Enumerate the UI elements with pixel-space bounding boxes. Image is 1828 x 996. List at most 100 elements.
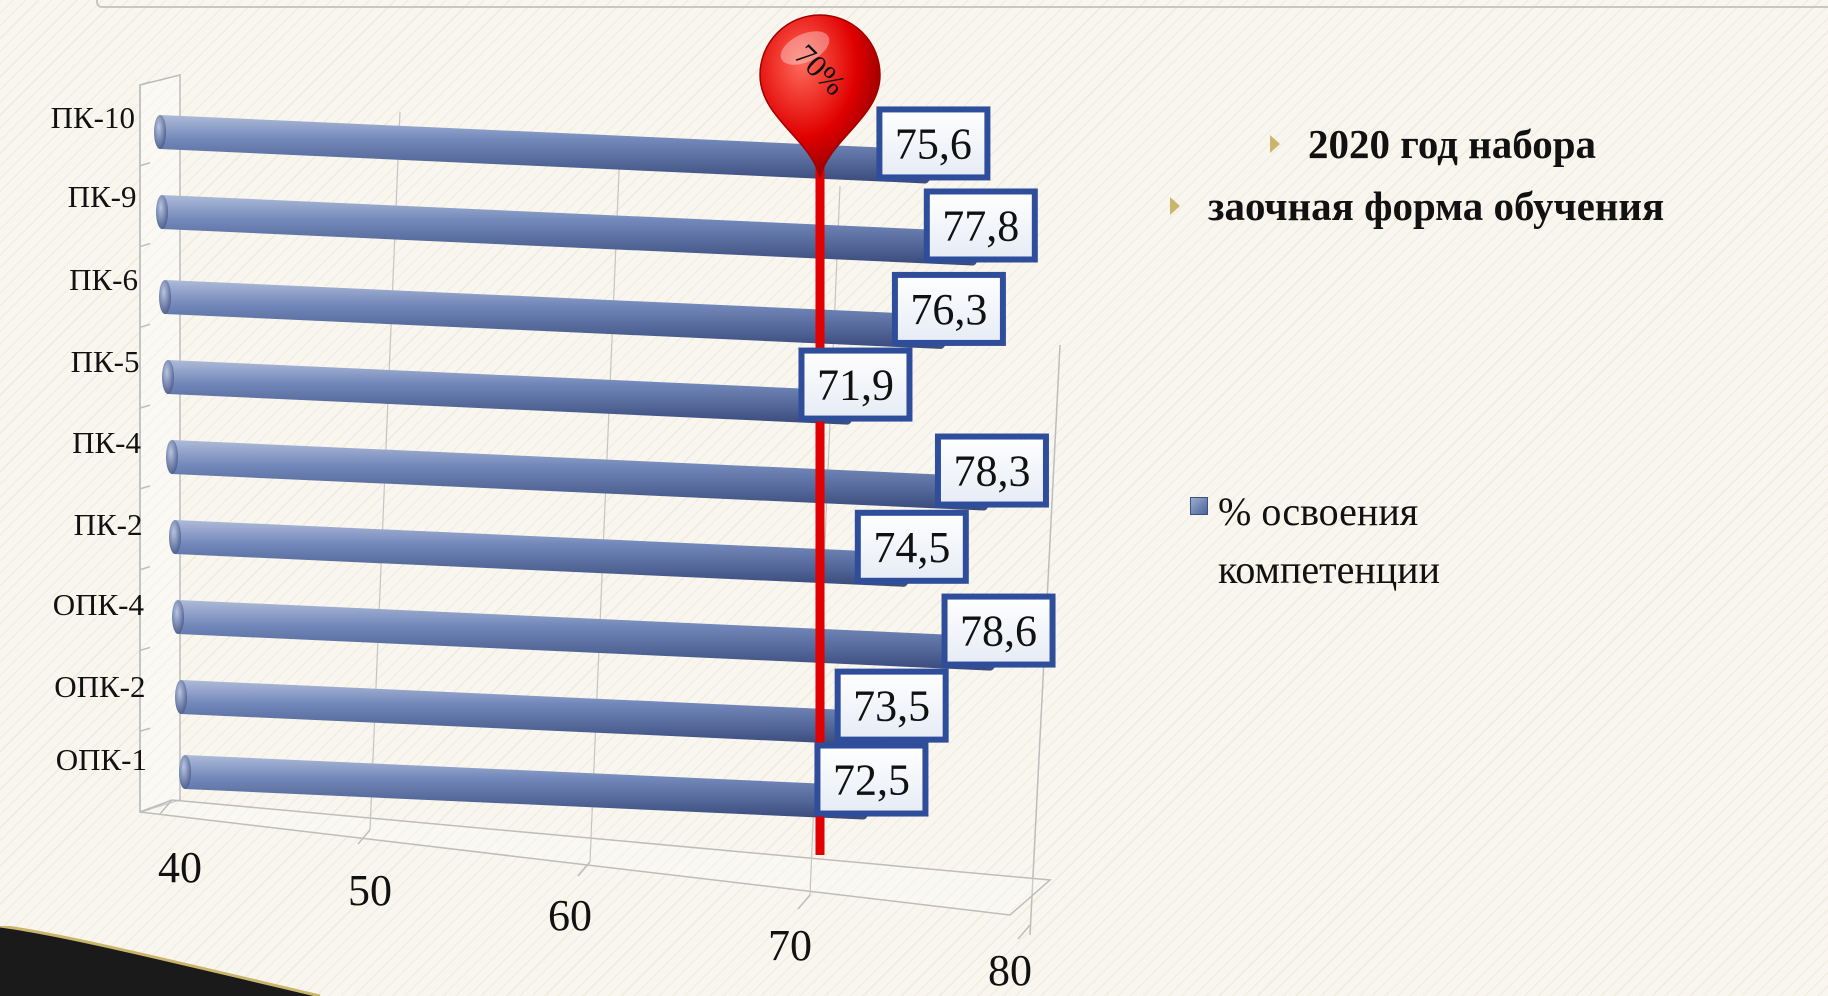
bar-cap-start [179, 755, 191, 789]
bullet-list: 2020 год набора заочная форма обучения [1170, 120, 1664, 244]
x-tick-label: 60 [548, 891, 592, 940]
data-label-text: 71,9 [817, 361, 894, 410]
reference-line-group: 70% [759, 14, 881, 855]
category-axis-labels: ПК-10 ПК-9 ПК-6 ПК-5 ПК-4 ПК-2 ОПК-4 ОПК-2 ОПК-1 [51, 100, 147, 777]
bar-cap-start [175, 680, 187, 714]
bullet-item: заочная форма обучения [1170, 182, 1664, 230]
category-label: ОПК-2 [54, 669, 145, 704]
value-tick [577, 861, 591, 877]
data-label-box [891, 271, 1006, 346]
x-tick-label: 70 [768, 921, 812, 970]
data-label-box [923, 188, 1038, 263]
bullet-item: 2020 год набора [1270, 120, 1664, 168]
bar [156, 195, 980, 266]
bar-body [181, 680, 884, 746]
bar-body [172, 440, 984, 511]
data-label: 76,3 [891, 271, 1006, 346]
category-label: ПК-9 [68, 179, 137, 214]
bar-cap-start [156, 195, 168, 229]
data-label-text: 76,3 [910, 285, 987, 334]
x-tick-label: 40 [158, 843, 202, 892]
data-label: 72,5 [814, 742, 929, 817]
data-label: 71,9 [798, 347, 913, 422]
arrow-bullet-icon [1170, 197, 1180, 215]
x-tick-label: 80 [988, 946, 1032, 995]
data-label: 78,3 [934, 433, 1049, 508]
data-label-box [854, 509, 969, 584]
bullet-text: заочная форма обучения [1208, 183, 1665, 229]
category-label: ПК-4 [72, 425, 141, 460]
category-tick [139, 323, 151, 329]
bars [154, 115, 998, 820]
bar [159, 280, 948, 349]
pin-highlight [780, 31, 830, 65]
data-label-box [941, 593, 1056, 668]
category-label: ОПК-1 [56, 742, 147, 777]
value-tick [797, 894, 811, 910]
legend: % освоения компетенции [1190, 483, 1518, 599]
bar-cap-start [172, 600, 184, 634]
bar-cap-start [154, 115, 166, 149]
category-tick [139, 727, 151, 732]
arrow-bullet-icon [1270, 135, 1280, 153]
data-label-text: 74,5 [873, 523, 950, 572]
data-label-box [876, 106, 991, 181]
data-label-box [834, 668, 949, 743]
category-tick [139, 404, 151, 409]
value-tick [159, 799, 173, 815]
slide-frame [96, 0, 1828, 8]
data-labels: 75,6 77,8 76,3 71,9 78,374,578,6 73,5 72,5 [798, 106, 1056, 817]
category-label: ПК-6 [69, 262, 138, 297]
data-label-text: 78,6 [960, 607, 1037, 656]
data-label-box [934, 433, 1049, 508]
bar-body [165, 280, 941, 349]
bar [175, 680, 891, 746]
data-label: 75,6 [876, 106, 991, 181]
data-label: 77,8 [923, 188, 1038, 263]
category-tick [139, 646, 151, 652]
gridline [589, 147, 621, 863]
legend-label: % освоения компетенции [1218, 489, 1440, 592]
bar-body [175, 520, 904, 587]
bar [162, 360, 855, 425]
category-tick [139, 485, 151, 490]
corner-swoosh-decoration [0, 926, 321, 996]
bar-body [160, 115, 926, 184]
bar-cap-start [159, 280, 171, 314]
bar [172, 600, 998, 671]
data-label-text: 72,5 [833, 756, 910, 805]
category-tick [139, 565, 151, 571]
floor [139, 799, 1052, 916]
bar [166, 440, 991, 511]
bar-cap-start [162, 360, 174, 394]
bullet-text: 2020 год набора [1308, 121, 1597, 167]
category-tick [139, 162, 151, 167]
data-label: 78,6 [941, 593, 1056, 668]
bar [169, 520, 911, 587]
bar-body [185, 755, 864, 820]
bar-body [168, 360, 848, 425]
value-axis-labels: 40 50 60 70 80 [158, 843, 1032, 995]
data-label-text: 77,8 [942, 201, 1019, 250]
bar-body [178, 600, 991, 671]
map-pin-marker [759, 14, 881, 179]
value-tick [1017, 924, 1031, 940]
bar-cap-start [166, 440, 178, 474]
legend-swatch [1190, 497, 1208, 515]
bar-cap-start [169, 520, 181, 554]
category-label: ПК-10 [51, 100, 135, 135]
data-label-box [798, 347, 913, 422]
category-label: ПК-5 [71, 344, 140, 379]
data-label-text: 78,3 [953, 447, 1030, 496]
bar-body [162, 195, 973, 266]
data-label-text: 75,6 [895, 119, 972, 168]
x-tick-label: 50 [348, 866, 392, 915]
value-tick [357, 829, 371, 845]
category-tick [139, 242, 151, 248]
data-label-box [814, 742, 929, 817]
data-label-text: 73,5 [853, 682, 930, 731]
data-label: 74,5 [854, 509, 969, 584]
category-label: ПК-2 [74, 507, 143, 542]
